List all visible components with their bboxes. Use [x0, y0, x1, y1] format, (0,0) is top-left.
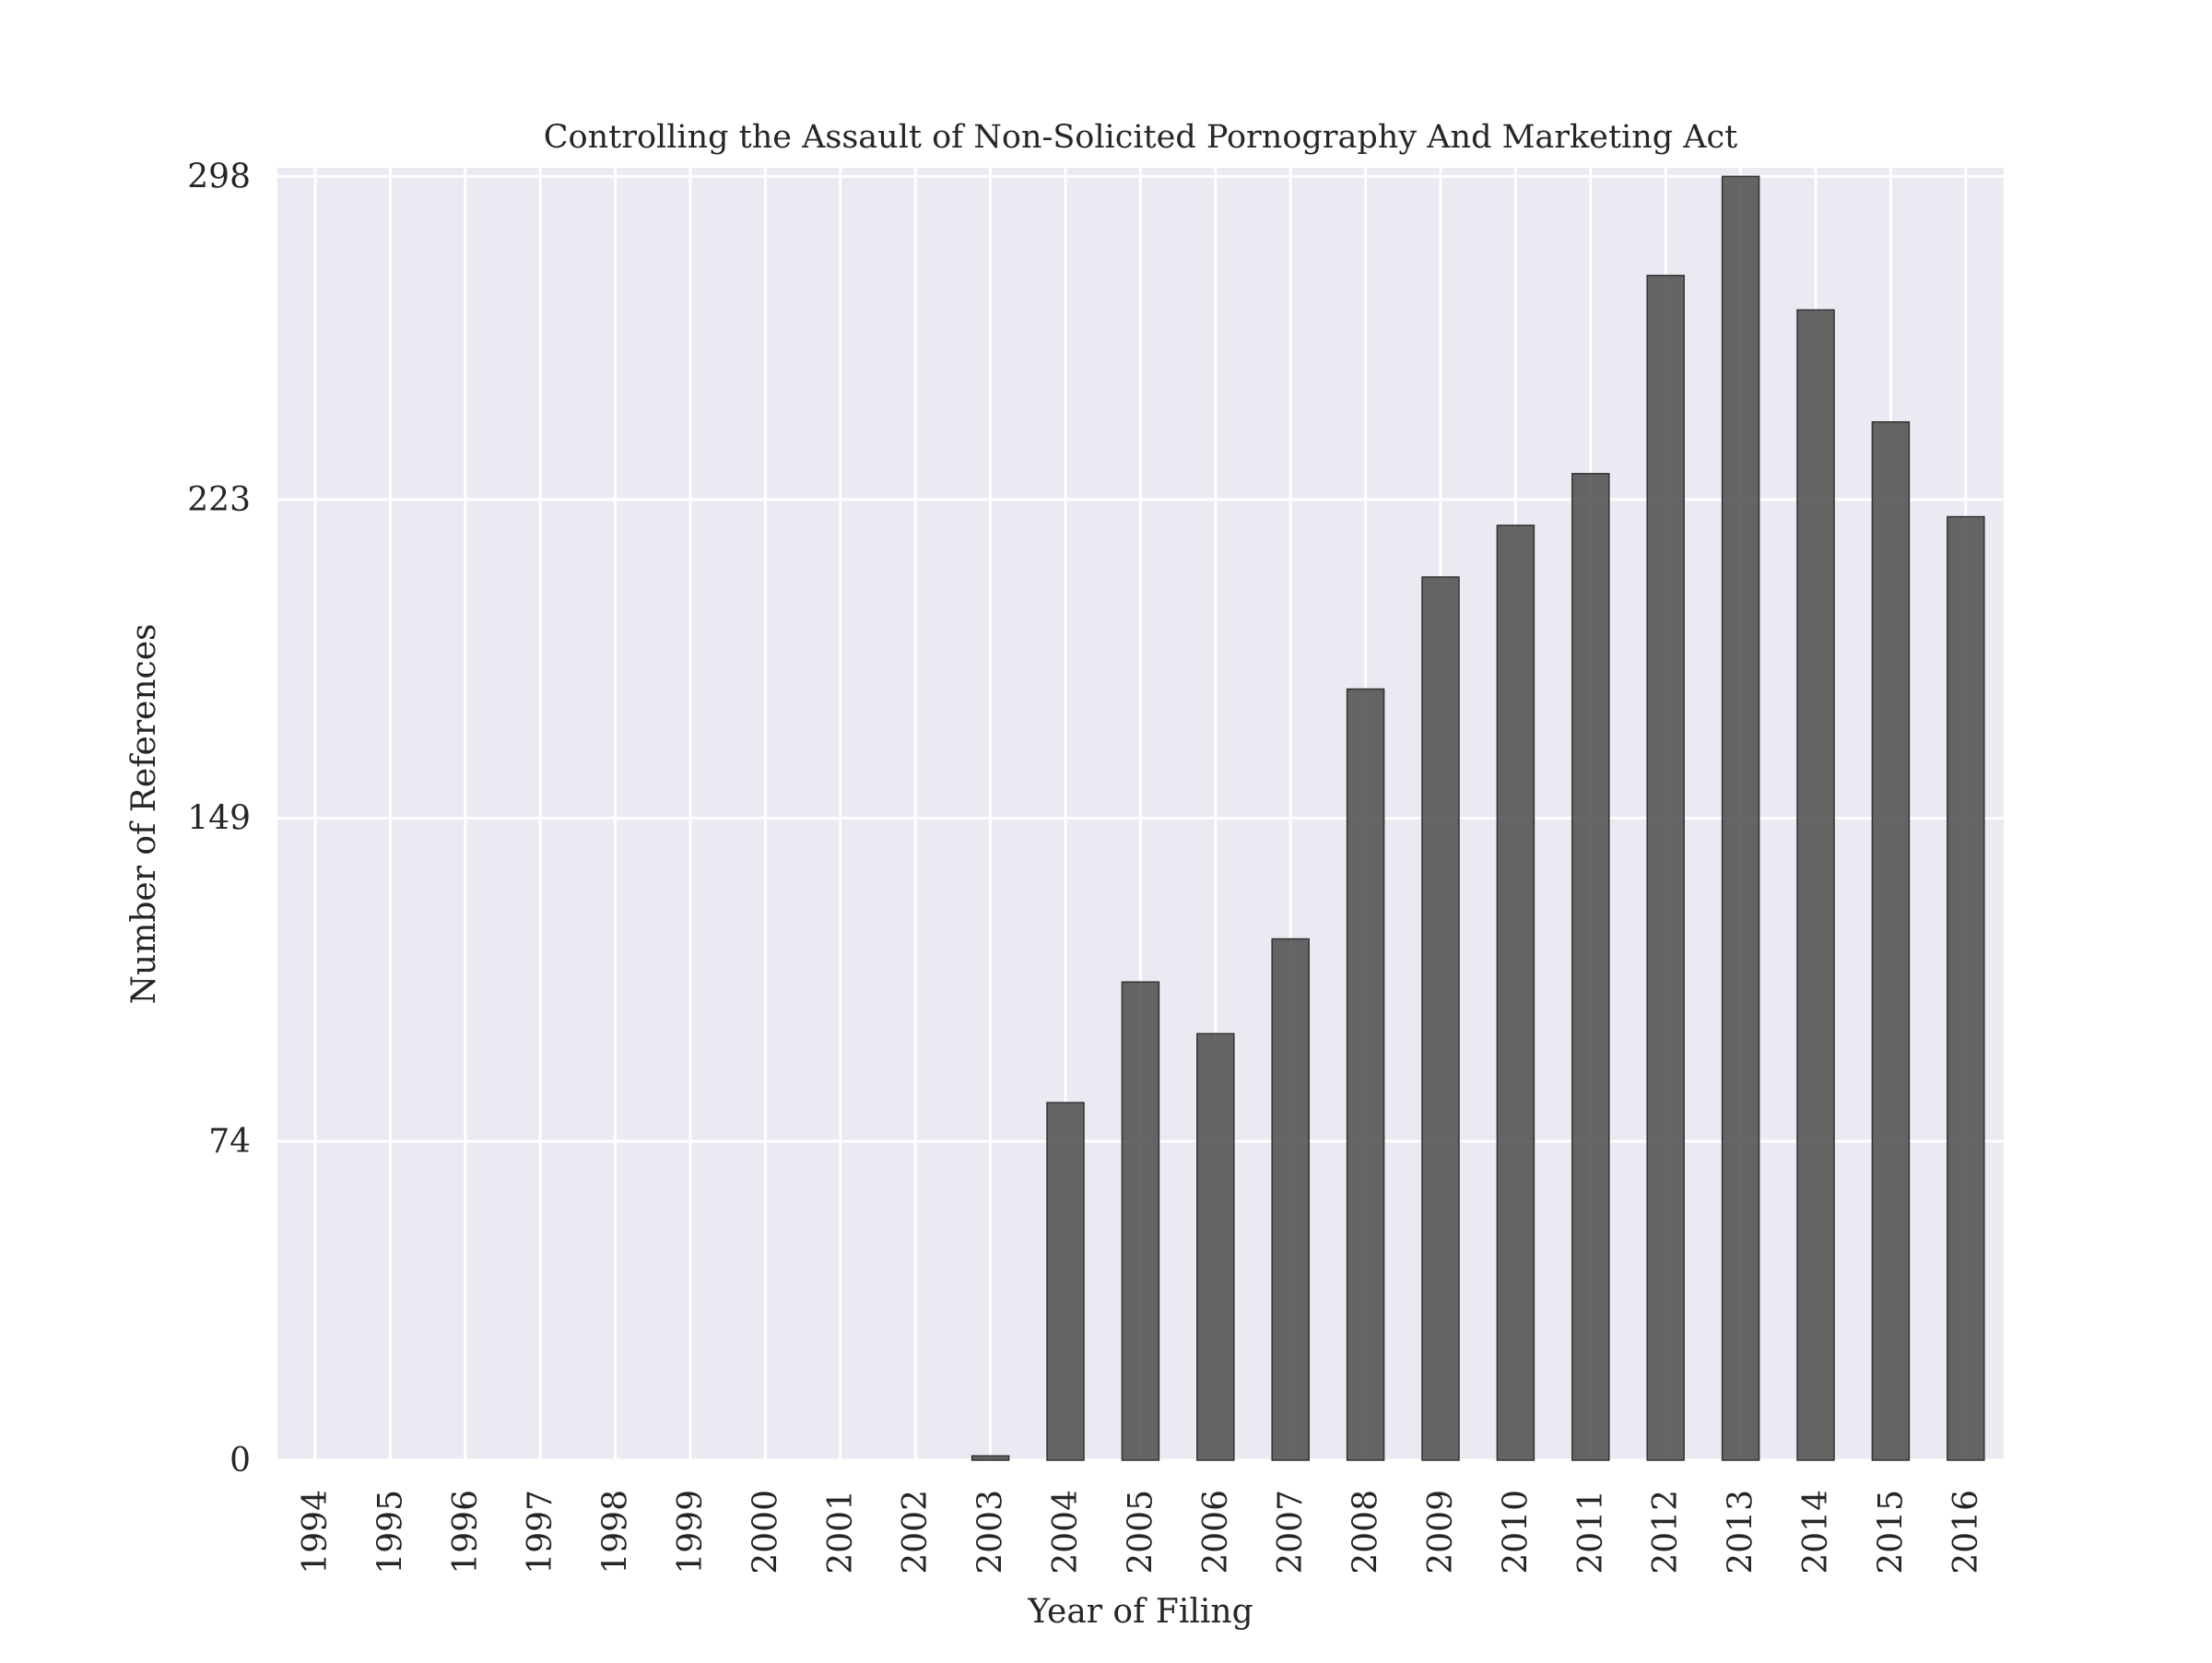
bar-2008: [1346, 688, 1385, 1461]
y-tick-label: 0: [229, 1442, 251, 1480]
y-tick-label: 149: [187, 800, 251, 838]
x-tick-label: 2014: [1797, 1490, 1835, 1575]
x-tick-label: 2007: [1272, 1490, 1310, 1575]
bar-2015: [1871, 420, 1911, 1461]
x-tick-label: 2003: [972, 1490, 1010, 1575]
x-tick-label: 2005: [1122, 1490, 1159, 1575]
x-tick-label: 2008: [1347, 1490, 1385, 1575]
x-tick-label: 1998: [597, 1490, 635, 1575]
x-tick-label: 1999: [672, 1490, 710, 1575]
bar-2014: [1796, 309, 1835, 1461]
chart-title: Controlling the Assault of Non-Solicited…: [544, 119, 1737, 156]
x-tick-label: 2009: [1422, 1490, 1460, 1575]
bar-2010: [1496, 525, 1535, 1461]
x-tick-label: 2015: [1872, 1490, 1910, 1575]
x-tick-label: 2000: [747, 1490, 784, 1575]
x-tick-label: 1994: [297, 1490, 335, 1575]
bar-2013: [1721, 175, 1760, 1461]
x-tick-label: 1996: [447, 1490, 485, 1575]
bar-2003: [971, 1455, 1010, 1461]
bar-2007: [1271, 938, 1310, 1461]
bar-2006: [1196, 1032, 1235, 1461]
bar-2004: [1046, 1102, 1085, 1461]
bar-2005: [1121, 981, 1160, 1461]
y-tick-label: 298: [187, 158, 251, 195]
y-tick-label: 74: [208, 1123, 251, 1161]
x-tick-labels: 1994 1995 1996 1997 1998 1999 2000 2001 2002 2003…: [297, 1490, 1985, 1575]
y-tick-labels: 0 74 149 223 298: [187, 158, 251, 1480]
y-tick-label: 223: [187, 481, 251, 519]
y-axis-label: Number of References: [125, 624, 163, 1005]
x-tick-label: 2002: [897, 1490, 935, 1575]
x-tick-label: 2011: [1572, 1490, 1610, 1575]
bar-2016: [1947, 515, 1985, 1461]
x-tick-label: 2016: [1947, 1490, 1985, 1575]
x-tick-label: 2004: [1047, 1490, 1085, 1575]
x-tick-label: 2013: [1723, 1490, 1760, 1575]
x-tick-label: 1997: [522, 1490, 559, 1575]
bar-2011: [1571, 473, 1610, 1461]
bar-2012: [1646, 275, 1685, 1461]
x-tick-label: 1995: [371, 1490, 409, 1575]
bars: [971, 175, 1985, 1461]
bar-2009: [1421, 576, 1460, 1461]
x-axis-label: Year of Filing: [1027, 1593, 1253, 1631]
x-tick-label: 2010: [1497, 1490, 1535, 1575]
x-tick-label: 2001: [822, 1490, 860, 1575]
x-tick-label: 2006: [1197, 1490, 1235, 1575]
x-tick-label: 2012: [1647, 1490, 1685, 1575]
